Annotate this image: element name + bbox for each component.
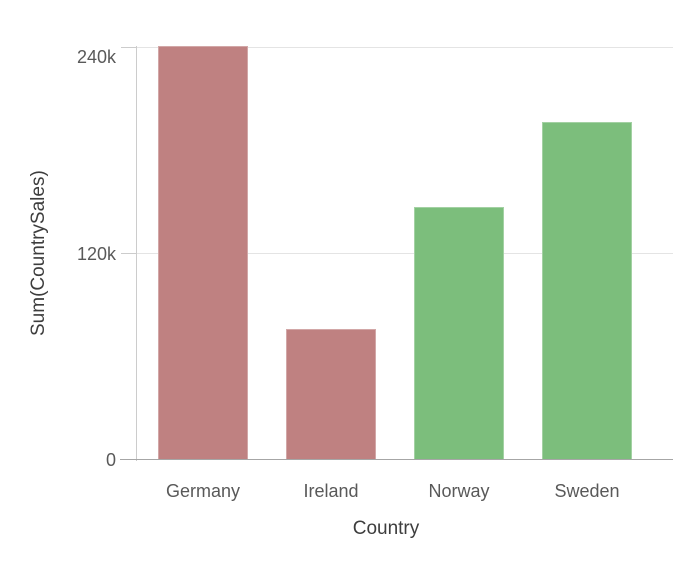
y-axis-line [136, 46, 137, 461]
band-ireland [267, 46, 395, 460]
plot-area [120, 46, 673, 460]
gridline-240k [137, 47, 673, 48]
bar-sweden[interactable] [542, 121, 632, 460]
bars [139, 46, 651, 460]
x-label-sweden: Sweden [554, 481, 620, 501]
x-label-ireland: Ireland [303, 481, 359, 501]
band-norway [395, 46, 523, 460]
bar-germany[interactable] [158, 46, 248, 460]
band-germany [139, 46, 267, 460]
y-tick-mark-120k [121, 253, 137, 254]
x-axis-labels: Germany Ireland Norway Sweden [139, 480, 651, 502]
y-tick-label-0: 0 [105, 450, 116, 470]
bar-ireland[interactable] [286, 329, 376, 460]
gridline-120k [137, 253, 673, 254]
y-tick-label-240k: 240k [76, 47, 116, 67]
y-tick-label-120k: 120k [76, 243, 116, 264]
y-tick-mark-240k [121, 47, 137, 48]
bar-norway[interactable] [414, 207, 504, 460]
x-axis-baseline [120, 459, 673, 460]
x-label-germany: Germany [165, 481, 241, 501]
band-sweden [523, 46, 651, 460]
y-axis: 0 120k 240k [0, 46, 137, 470]
x-axis-title: Country [352, 518, 420, 539]
x-label-norway: Norway [428, 481, 490, 501]
